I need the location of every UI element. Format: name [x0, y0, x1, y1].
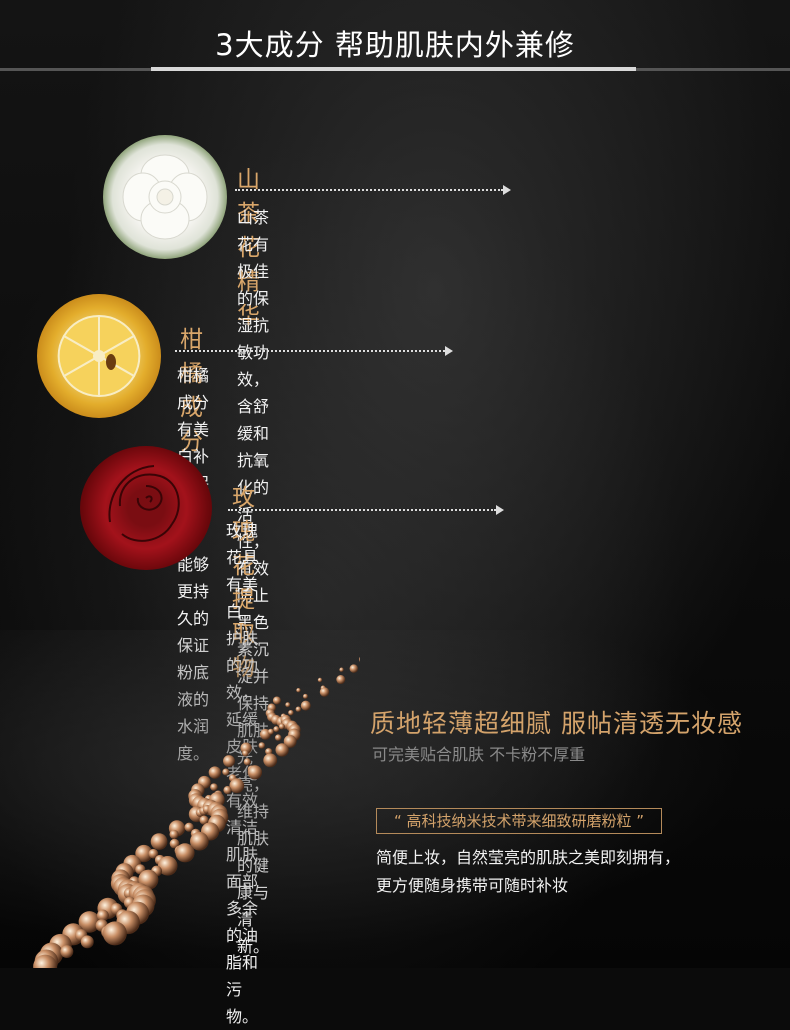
dotted-arrow-line [175, 346, 453, 356]
texture-subline: 可完美贴合肌肤 不卡粉不厚重 [372, 745, 586, 764]
dna-rung-pearl [222, 768, 230, 776]
dna-rung-pearl [60, 945, 74, 959]
dna-rung-pearl [184, 822, 194, 832]
dna-pearl [150, 833, 168, 850]
dna-rung-pearl [210, 783, 218, 791]
ingredient-title: 柑橘成分 [180, 327, 204, 455]
dna-pearl [336, 675, 346, 685]
dna-rung-pearl [148, 848, 159, 859]
dna-rung-pearl [258, 742, 266, 749]
dna-pearl [359, 656, 360, 663]
dna-pearl [349, 664, 359, 673]
dna-pearl [272, 696, 281, 705]
dna-helix-pearls-image [33, 656, 360, 968]
dna-rung-pearl [296, 688, 301, 693]
dna-rung-pearl [267, 728, 274, 735]
dna-pearl [135, 844, 153, 863]
page-title: 3大成分 帮助肌肤内外兼修 [215, 28, 575, 62]
dna-pearl [229, 778, 245, 794]
dna-rung-pearl [96, 909, 109, 922]
dna-rung-pearl [169, 838, 180, 849]
dna-rung-pearl [288, 709, 294, 716]
citrus-slice-icon [37, 294, 161, 418]
dna-pearl [319, 687, 330, 697]
dna-rung-pearl [339, 667, 344, 672]
dna-pearl [275, 743, 289, 757]
ingredient-title: 山茶花精华 [237, 167, 261, 329]
texture-headline: 质地轻薄超细腻 服帖清透无妆感 [370, 709, 743, 738]
dna-pearl [157, 855, 178, 876]
quote-text: “ 高科技纳米技术带来细致研磨粉粒 ” [393, 812, 645, 830]
title-divider-highlight [151, 67, 636, 71]
dna-pearl [78, 911, 101, 933]
dna-rung-pearl [243, 758, 251, 766]
dna-rung-pearl [317, 677, 323, 683]
red-rose-icon [80, 446, 212, 570]
dna-pearl [175, 843, 195, 863]
quote-box: “ 高科技纳米技术带来细致研磨粉粒 ” [376, 808, 662, 834]
dna-rung-pearl [285, 702, 291, 708]
dna-rung-pearl [295, 706, 302, 712]
dna-pearl [102, 921, 127, 946]
dotted-arrow-line [235, 185, 511, 195]
body-line: 简便上妆，自然莹亮的肌肤之美即刻拥有， [376, 848, 681, 867]
dna-pearl [283, 734, 297, 748]
dna-pearl [190, 831, 209, 851]
page-header: 3大成分 帮助肌肤内外兼修 [0, 0, 790, 80]
dna-rung-pearl [242, 750, 249, 757]
dna-pearl [33, 954, 58, 968]
dna-pearl [247, 765, 263, 780]
dna-rung-pearl [223, 786, 232, 795]
dna-rung-pearl [80, 935, 94, 949]
dna-rung-pearl [274, 734, 282, 741]
dna-pearl [208, 766, 222, 779]
dna-pearl [223, 755, 235, 768]
texture-body: 简便上妆，自然莹亮的肌肤之美即刻拥有， 更方便随身携带可随时补妆 [376, 844, 680, 900]
dna-rung-pearl [265, 748, 273, 756]
description-line: 山茶花有极佳的保湿抗敏功效，含舒缓和抗氧化的活性， [237, 208, 270, 551]
dna-pearl [263, 753, 278, 768]
dna-rung-pearl [169, 829, 179, 840]
dna-rung-pearl [199, 815, 209, 825]
camellia-flower-icon [103, 135, 227, 259]
dna-rung-pearl [273, 726, 280, 733]
dna-pearl [300, 700, 311, 711]
dna-rung-pearl [302, 693, 308, 699]
dotted-arrow-line [228, 505, 504, 515]
dna-rung-pearl [278, 723, 285, 730]
body-line: 更方便随身携带可随时补妆 [376, 876, 569, 895]
